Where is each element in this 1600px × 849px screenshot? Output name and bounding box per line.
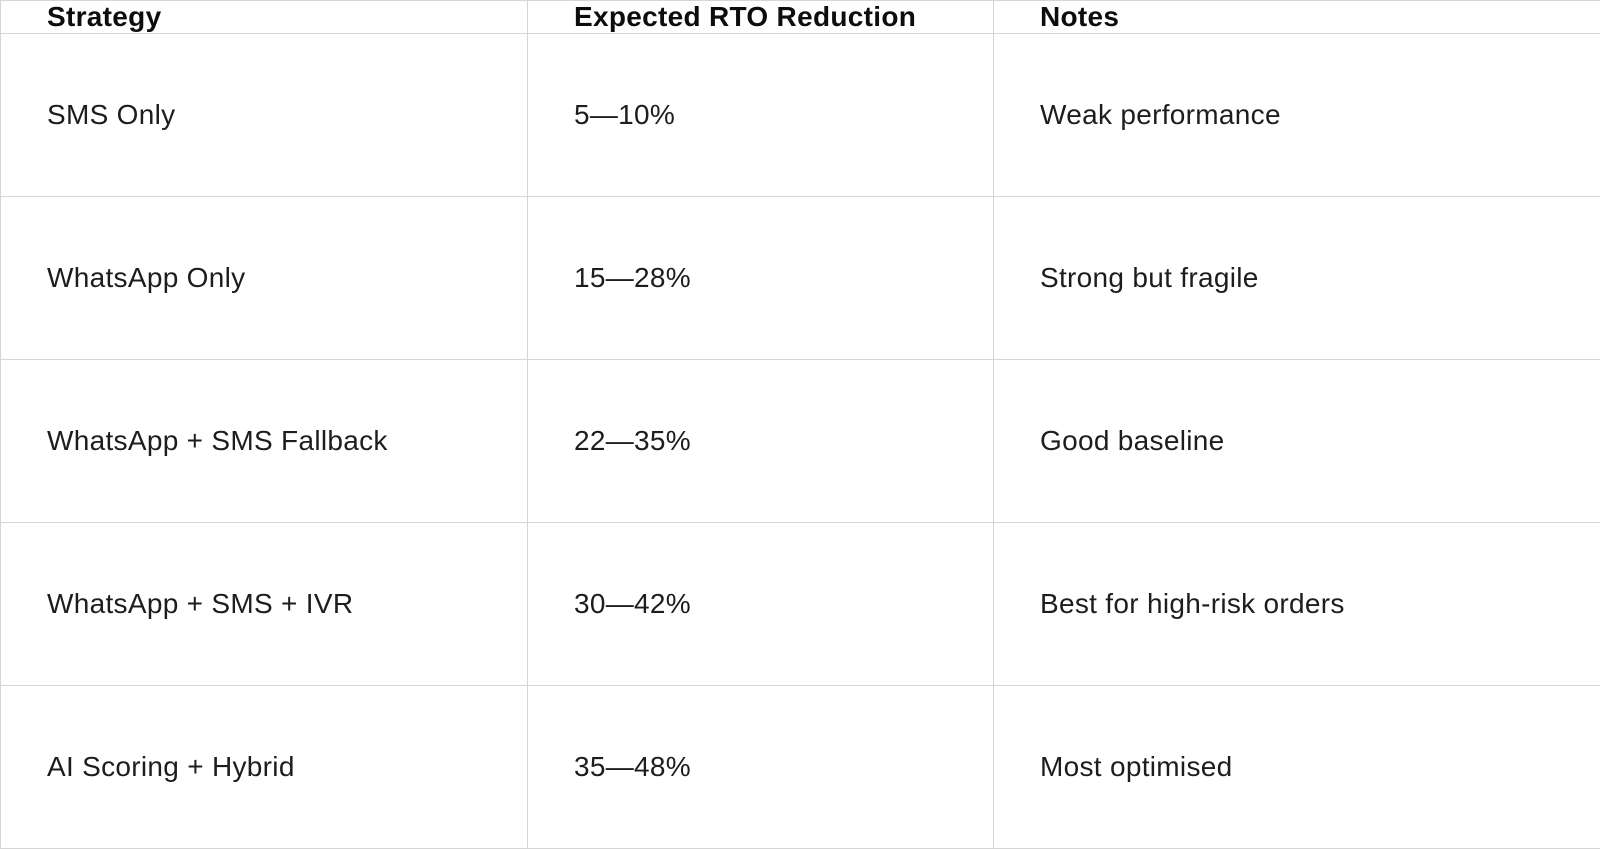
column-header-notes: Notes bbox=[993, 0, 1600, 34]
cell-notes: Good baseline bbox=[993, 359, 1600, 523]
cell-strategy: AI Scoring + Hybrid bbox=[0, 685, 528, 849]
cell-notes: Weak performance bbox=[993, 33, 1600, 197]
cell-notes: Most optimised bbox=[993, 685, 1600, 849]
table-row: SMS Only 5—10% Weak performance bbox=[0, 33, 1600, 197]
table-row: WhatsApp Only 15—28% Strong but fragile bbox=[0, 196, 1600, 360]
table-row: WhatsApp + SMS Fallback 22—35% Good base… bbox=[0, 359, 1600, 523]
cell-strategy: WhatsApp Only bbox=[0, 196, 528, 360]
table-row: AI Scoring + Hybrid 35—48% Most optimise… bbox=[0, 685, 1600, 849]
column-header-rto-reduction: Expected RTO Reduction bbox=[527, 0, 994, 34]
cell-rto: 15—28% bbox=[527, 196, 994, 360]
cell-rto: 5—10% bbox=[527, 33, 994, 197]
cell-strategy: SMS Only bbox=[0, 33, 528, 197]
cell-notes: Best for high-risk orders bbox=[993, 522, 1600, 686]
table-row: WhatsApp + SMS + IVR 30—42% Best for hig… bbox=[0, 522, 1600, 686]
table-header-row: Strategy Expected RTO Reduction Notes bbox=[0, 0, 1600, 34]
column-header-strategy: Strategy bbox=[0, 0, 528, 34]
cell-strategy: WhatsApp + SMS + IVR bbox=[0, 522, 528, 686]
cell-strategy: WhatsApp + SMS Fallback bbox=[0, 359, 528, 523]
cell-rto: 35—48% bbox=[527, 685, 994, 849]
cell-rto: 30—42% bbox=[527, 522, 994, 686]
cell-notes: Strong but fragile bbox=[993, 196, 1600, 360]
cell-rto: 22—35% bbox=[527, 359, 994, 523]
